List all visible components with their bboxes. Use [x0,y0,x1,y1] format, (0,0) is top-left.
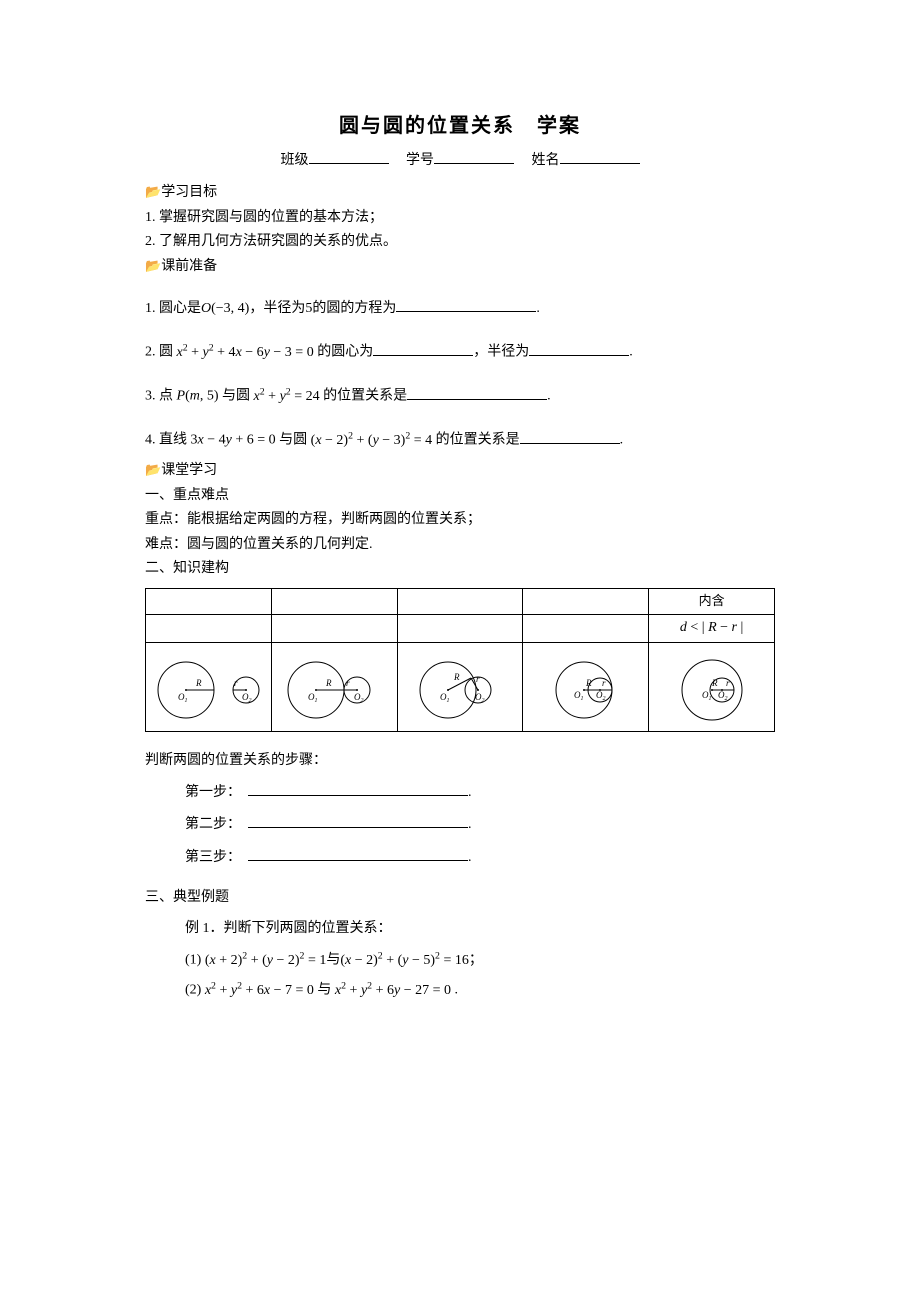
example-1: 例 1．判断下列两圆的位置关系： [185,918,775,940]
header-line: 班级 学号 姓名 [145,150,775,172]
q3-blank [407,386,547,400]
page-title: 圆与圆的位置关系 学案 [145,110,775,142]
svg-text:O1: O1 [440,692,450,704]
question-4: 4. 直线 3x − 4y + 6 = 0 与圆 (x − 2)2 + (y −… [145,428,775,452]
fig-contained: R r O1 O2 [649,642,775,731]
svg-text:r: r [234,678,238,688]
hdr-3 [397,589,523,615]
svg-text:R: R [325,678,332,688]
class-blank [309,150,389,164]
id-label: 学号 [406,153,434,168]
svg-text:O1: O1 [178,692,188,704]
example-1-2: (2) x2 + y2 + 6x − 7 = 0 与 x2 + y2 + 6y … [185,978,775,1002]
hdr-4 [523,589,649,615]
hdr-5: 内含 [649,589,775,615]
step3-blank [248,847,468,861]
question-3: 3. 点 P(m, 5) 与圆 x2 + y2 = 24 的位置关系是. [145,384,775,408]
svg-text:O2: O2 [718,690,728,702]
hdr-1 [146,589,272,615]
svg-text:R: R [453,672,460,682]
step1-blank [248,782,468,796]
circles-int-tangent-icon: R r O1 O2 [530,652,642,722]
goal-1: 1. 掌握研究圆与圆的位置的基本方法； [145,207,775,229]
q4-math-2: (x − 2)2 + (y − 3)2 = 4 [311,433,433,448]
hdr-2 [271,589,397,615]
q2-blank-1 [373,342,473,356]
folder-icon: 📂 [145,184,161,199]
q2-blank-2 [529,342,629,356]
emphasis: 重点：能根据给定两圆的方程，判断两圆的位置关系； [145,509,775,531]
example-1-1: (1) (x + 2)2 + (y − 2)2 = 1与(x − 2)2 + (… [185,948,775,972]
position-table: 内含 d < | R − r | R r O1 O2 [145,588,775,731]
circles-intersect-icon: R r O1 O2 [404,652,516,722]
difficulty: 难点：圆与圆的位置关系的几何判定. [145,534,775,556]
fig-separate: R r O1 O2 [146,642,272,731]
circles-contained-icon: R r O1 O2 [656,652,768,722]
sub1: 一、重点难点 [145,485,775,507]
svg-text:r: r [726,678,730,688]
question-2: 2. 圆 x2 + y2 + 4x − 6y − 3 = 0 的圆心为，半径为. [145,340,775,364]
svg-text:O2: O2 [596,690,606,702]
name-label: 姓名 [532,153,560,168]
folder-icon: 📂 [145,258,161,273]
cond-3 [397,615,523,642]
cond-5: d < | R − r | [649,615,775,642]
sub2: 二、知识建构 [145,558,775,580]
goals-head: 📂学习目标 [145,182,775,204]
folder-icon: 📂 [145,462,161,477]
step-3: 第三步： . [185,847,775,869]
q2-math: x2 + y2 + 4x − 6y − 3 = 0 [177,345,314,360]
class-head: 📂课堂学习 [145,460,775,482]
step2-blank [248,814,468,828]
goal-2: 2. 了解用几何方法研究圆的关系的优点。 [145,231,775,253]
cond-2 [271,615,397,642]
step-1: 第一步： . [185,782,775,804]
circles-separate-icon: R r O1 O2 [152,652,264,722]
q1-blank [396,298,536,312]
svg-text:O1: O1 [574,690,584,702]
q3-math-2: x2 + y2 = 24 [254,389,320,404]
fig-intersect: R r O1 O2 [397,642,523,731]
svg-text:O1: O1 [308,692,318,704]
steps: 第一步： . 第二步： . 第三步： . [145,782,775,869]
cond-1 [146,615,272,642]
q1-math: O(−3, 4) [201,301,249,316]
q4-blank [520,430,620,444]
fig-external-tangent: R r O1 O2 [271,642,397,731]
fig-internal-tangent: R r O1 O2 [523,642,649,731]
svg-text:O2: O2 [475,692,485,704]
svg-text:r: r [602,678,606,688]
id-blank [434,150,514,164]
sub3: 三、典型例题 [145,887,775,909]
circles-ext-tangent-icon: R r O1 O2 [278,652,390,722]
q3-math-1: P(m, 5) [177,389,219,404]
class-label: 班级 [281,153,309,168]
svg-text:r: r [476,674,480,684]
svg-text:R: R [195,678,202,688]
svg-text:R: R [585,678,592,688]
steps-title: 判断两圆的位置关系的步骤： [145,750,775,772]
svg-text:r: r [346,678,350,688]
svg-text:R: R [711,678,718,688]
svg-text:O2: O2 [242,692,252,704]
cond-4 [523,615,649,642]
q4-math-1: 3x − 4y + 6 = 0 [191,433,276,448]
svg-text:O2: O2 [354,692,364,704]
question-1: 1. 圆心是O(−3, 4)，半径为5的圆的方程为. [145,298,775,320]
name-blank [560,150,640,164]
prep-head: 📂课前准备 [145,256,775,278]
step-2: 第二步： . [185,814,775,836]
